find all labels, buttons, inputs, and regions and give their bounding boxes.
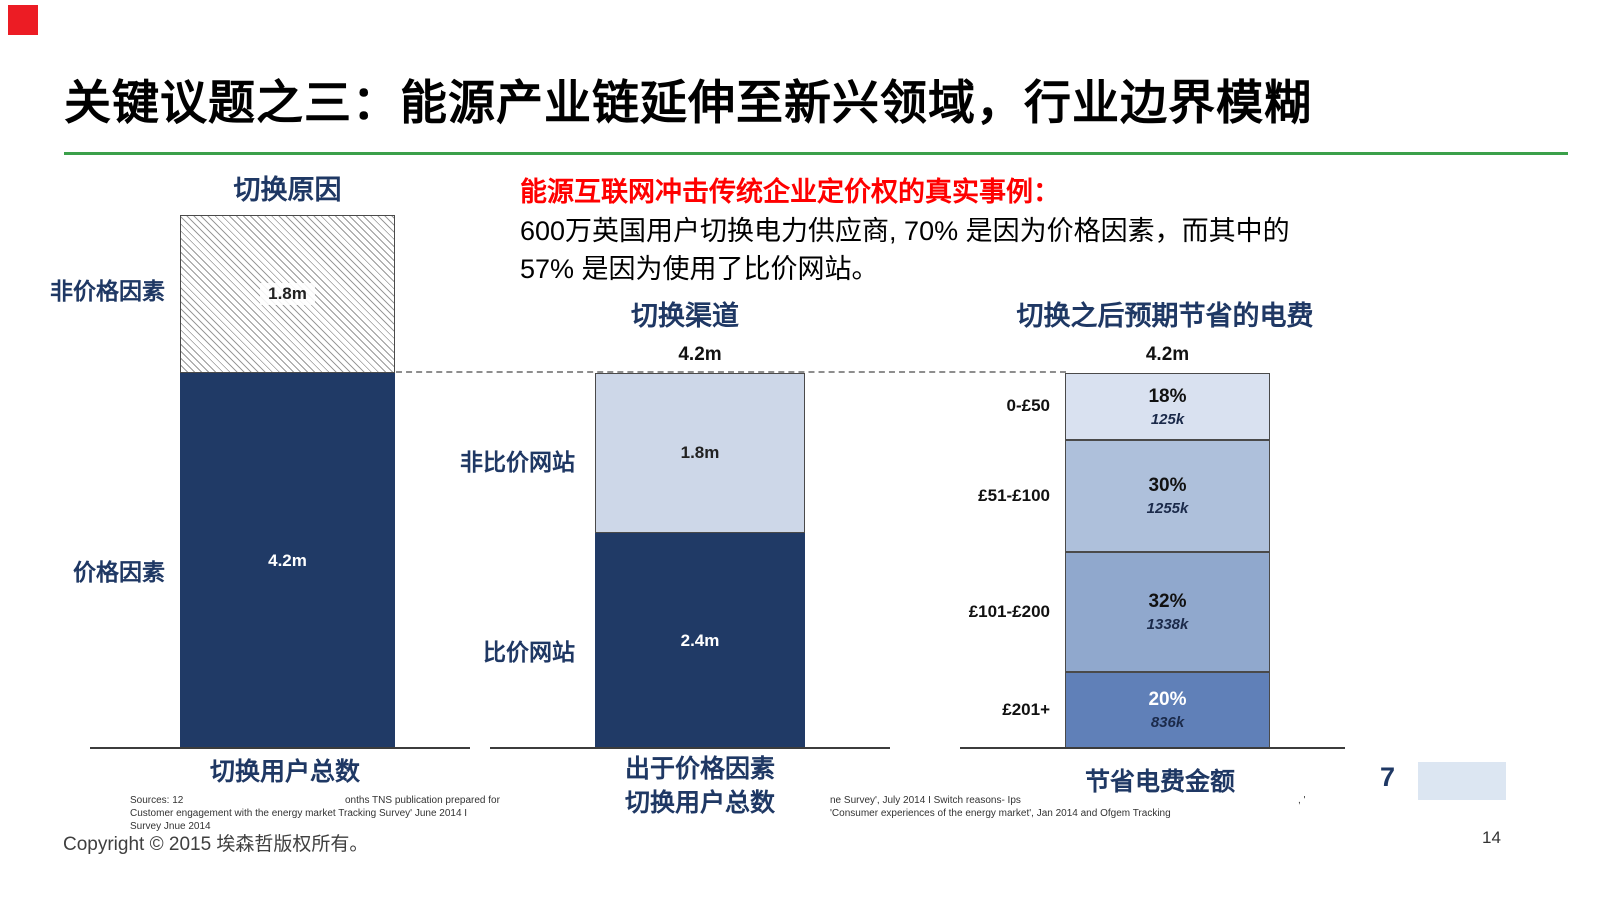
slide-title: 关键议题之三：能源产业链延伸至新兴领域，行业边界模糊 (64, 76, 1312, 129)
chart1-bar-segment-price: 4.2m (180, 373, 395, 748)
chart3-axis-baseline (960, 747, 1345, 749)
chart3-bar-segment-3: 32% 1338k (1065, 552, 1270, 672)
chart3-range-label-1: 0-£50 (1006, 396, 1050, 415)
chart1-x-label: 切换用户总数 (209, 758, 360, 786)
chart3-count-3: 1338k (1146, 616, 1189, 633)
chart3-x-label: 节省电费金额 (1084, 768, 1235, 796)
corner-red-square (8, 5, 38, 35)
chart3-pct-1: 18% (1148, 385, 1187, 407)
title-divider (64, 152, 1568, 155)
highlight-box (1418, 762, 1506, 800)
chart3-title: 切换之后预期节省的电费 (1016, 301, 1314, 331)
chart3-count-1: 125k (1150, 410, 1185, 428)
chart2-x-label: 出于价格因素 切换用户总数 (560, 753, 840, 821)
chart2-x-label-line2: 切换用户总数 (624, 788, 775, 817)
copyright-text: Copyright © 2015 埃森哲版权所有。 (63, 834, 369, 855)
chart2-bar-segment-non-comparison: 1.8m (595, 373, 805, 533)
chart1-bar-segment-nonprice: 1.8m (180, 215, 395, 373)
callout-body-line1: 600万英国用户切换电力供应商, 70% 是因为价格因素，而其中的 (520, 216, 1290, 246)
chart2-value-non-comparison: 1.8m (680, 443, 720, 462)
sources-line2-part-b: 'Consumer experiences of the energy mark… (830, 808, 1171, 819)
chart3-pct-2: 30% (1148, 475, 1187, 496)
chart3-pct-3: 32% (1148, 591, 1187, 612)
chart3-pct-4: 20% (1148, 689, 1187, 710)
sources-line1-part-b: onths TNS publication prepared for (345, 795, 500, 806)
chart2-value-comparison: 2.4m (680, 630, 720, 650)
chart2-bar-segment-comparison: 2.4m (595, 533, 805, 748)
sources-line2-part-a: Customer engagement with the energy mark… (130, 808, 468, 819)
sources-line3: Survey Jnue 2014 (130, 821, 211, 832)
chart3-bar-segment-4: 20% 836k (1065, 672, 1270, 748)
chart2-title: 切换渠道 (631, 301, 739, 331)
chart2-axis-baseline (490, 747, 890, 749)
chart3-count-4: 836k (1150, 714, 1185, 731)
side-number: 7 (1380, 762, 1396, 792)
sources-line1-part-c: ne Survey', July 2014 I Switch reasons- … (830, 795, 1021, 806)
chart2-x-label-line1: 出于价格因素 (624, 755, 775, 783)
chart1-title: 切换原因 (233, 175, 342, 205)
chart3-bar-segment-2: 30% 1255k (1065, 440, 1270, 552)
chart1-value-price: 4.2m (268, 550, 307, 570)
page-number: 14 (1482, 828, 1501, 847)
sources-line1-part-a: Sources: 12 (130, 795, 184, 806)
chart2-total-label: 4.2m (678, 344, 722, 365)
callout-body-line2: 57% 是因为使用了比价网站。 (520, 254, 879, 284)
chart3-count-2: 1255k (1146, 500, 1189, 517)
chart3-total-label: 4.2m (1145, 344, 1190, 365)
chart3-range-label-4: £201+ (1002, 700, 1050, 719)
chart2-label-non-comparison-site: 非比价网站 (460, 449, 575, 475)
callout-headline: 能源互联网冲击传统企业定价权的真实事例： (520, 177, 1060, 207)
sources-line1-part-d: , ' (1298, 795, 1306, 806)
chart3-bar-segment-1: 18% 125k (1065, 373, 1270, 440)
chart2-label-comparison-site: 比价网站 (483, 639, 575, 665)
chart1-label-price: 价格因素 (73, 559, 165, 585)
chart3-range-label-3: £101-£200 (968, 602, 1050, 621)
dashed-connector-line (396, 371, 1066, 373)
chart1-axis-baseline (90, 747, 470, 749)
chart1-label-nonprice: 非价格因素 (50, 278, 165, 304)
chart3-range-label-2: £51-£100 (978, 486, 1050, 505)
chart1-value-nonprice: 1.8m (260, 283, 315, 305)
